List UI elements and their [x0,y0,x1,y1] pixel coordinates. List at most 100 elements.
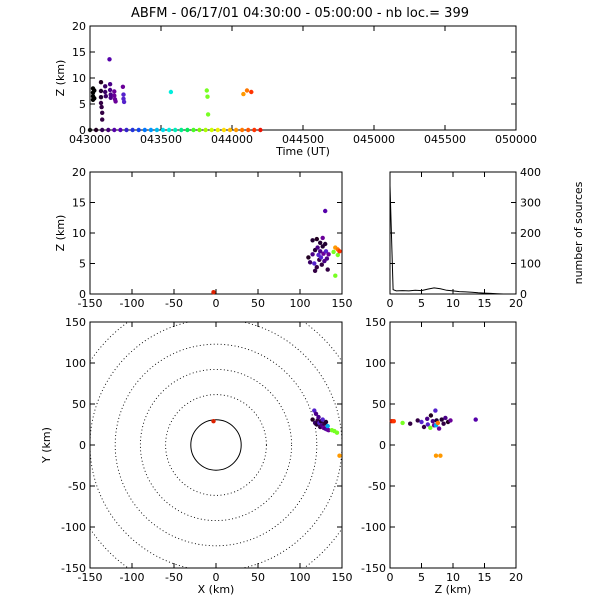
time_z-point [87,127,93,133]
time_z-y-tick-label: 0 [79,124,86,137]
time_z-y-tick-label: 20 [72,20,86,33]
z_y-x-tick-label: 15 [478,571,492,584]
time_z-point [112,93,117,98]
time_z-point [154,127,160,133]
time_z-x-tick-label: 043000 [69,133,111,146]
time_z-x-tick-label: 043500 [140,133,182,146]
time_z-point [112,89,117,94]
range-ring-group [90,322,342,568]
z_y-point [439,417,444,422]
x_z-point [318,255,324,260]
x_y-points [211,408,342,458]
x_y-y-tick-label: -100 [61,521,86,534]
time_z-point [148,127,154,133]
x_y-point [337,453,342,458]
time_z-point [113,99,118,104]
z_y-point [448,418,453,423]
time_z-point [121,92,126,97]
z_y-x-tick-label: 10 [446,571,460,584]
time_z-point [92,88,97,93]
time_z-point [241,91,246,97]
time_z-point [173,127,178,133]
x_y-point [316,414,321,420]
z_y-point [421,424,427,430]
x_z-point [312,261,317,266]
time_z-point [246,127,251,133]
z_y-point [441,421,446,426]
range-ring [165,394,267,496]
time_z-point [118,127,123,133]
time_z-point [249,89,254,95]
z_y-point [473,417,478,422]
x_z-point [307,260,313,265]
x_z-y-tick-label: 5 [79,258,86,271]
time_z-point [244,88,250,93]
time_z-point [120,84,126,90]
time_z-point [168,89,174,95]
time_z-point [252,127,257,133]
histogram-x-tick-label: 20 [509,297,523,310]
x_y-x-axis-label: X (km) [198,583,235,596]
x_z-point [326,252,331,257]
z_y-y-tick-label: 150 [365,316,386,329]
z_y-point [433,453,439,458]
time_z-point [93,127,99,133]
x_z-x-tick-label: 0 [213,297,220,310]
range-ring [139,368,293,522]
z_y-y-tick-label: 0 [379,439,386,452]
x_z-x-tick-label: 100 [290,297,311,310]
z_y-point [436,426,442,431]
x_z-x-tick-label: 150 [332,297,353,310]
x_y-point [323,419,329,425]
x_z-y-tick-label: 15 [72,197,86,210]
time_z-point [98,80,104,85]
z_y-point [419,419,424,425]
time_z-point [258,127,263,133]
x_y-point [211,419,216,424]
z_y-point [428,425,433,430]
time_z-point [100,110,105,116]
x_y-y-axis-label: Y (km) [40,427,53,464]
time_z-point [98,88,104,94]
x_y-y-tick-label: -50 [68,480,86,493]
time_z-points [87,57,263,133]
x_z-point [315,245,320,250]
x_z-y-tick-label: 20 [72,166,86,179]
x_y-x-tick-label: -50 [165,571,183,584]
time_z-y-tick-label: 10 [72,72,86,85]
x_y-x-tick-label: 50 [251,571,265,584]
histogram-y-tick-label: 400 [520,166,541,179]
z_y-point [415,418,420,423]
z_y-point [438,453,443,458]
time_z-x-tick-label: 044000 [211,133,253,146]
x_z-x-tick-label: -150 [78,297,103,310]
time_z-point [107,87,113,93]
time_z-y-tick-label: 15 [72,46,86,59]
time_z-point [112,127,117,133]
time_z-point [142,127,147,133]
range-ring [90,322,342,568]
time_z-point [205,112,211,117]
time_z-y-axis-label: Z (km) [54,60,67,97]
z_y-points [389,408,478,458]
time_z-point [103,84,108,89]
range-ring [114,343,318,547]
time_z-point [103,94,109,99]
time_z-x-tick-label: 045000 [353,133,395,146]
range-ring [90,322,342,568]
x_z-y-axis-label: Z (km) [54,215,67,252]
z_y-y-tick-label: -150 [361,562,386,575]
range-ring [90,322,342,568]
time_z-point [179,127,184,133]
time_z-y-tick-label: 5 [79,98,86,111]
time_z-point [203,127,208,133]
histogram-group [390,185,516,294]
z_y-point [443,415,448,421]
time_z-point [215,127,220,133]
x_z-point [323,241,328,247]
range-ring [190,419,242,471]
z_y-point [425,416,430,421]
time_z-point [239,127,245,133]
histogram-x-tick-label: 15 [478,297,492,310]
x_y-y-tick-label: 0 [79,439,86,452]
